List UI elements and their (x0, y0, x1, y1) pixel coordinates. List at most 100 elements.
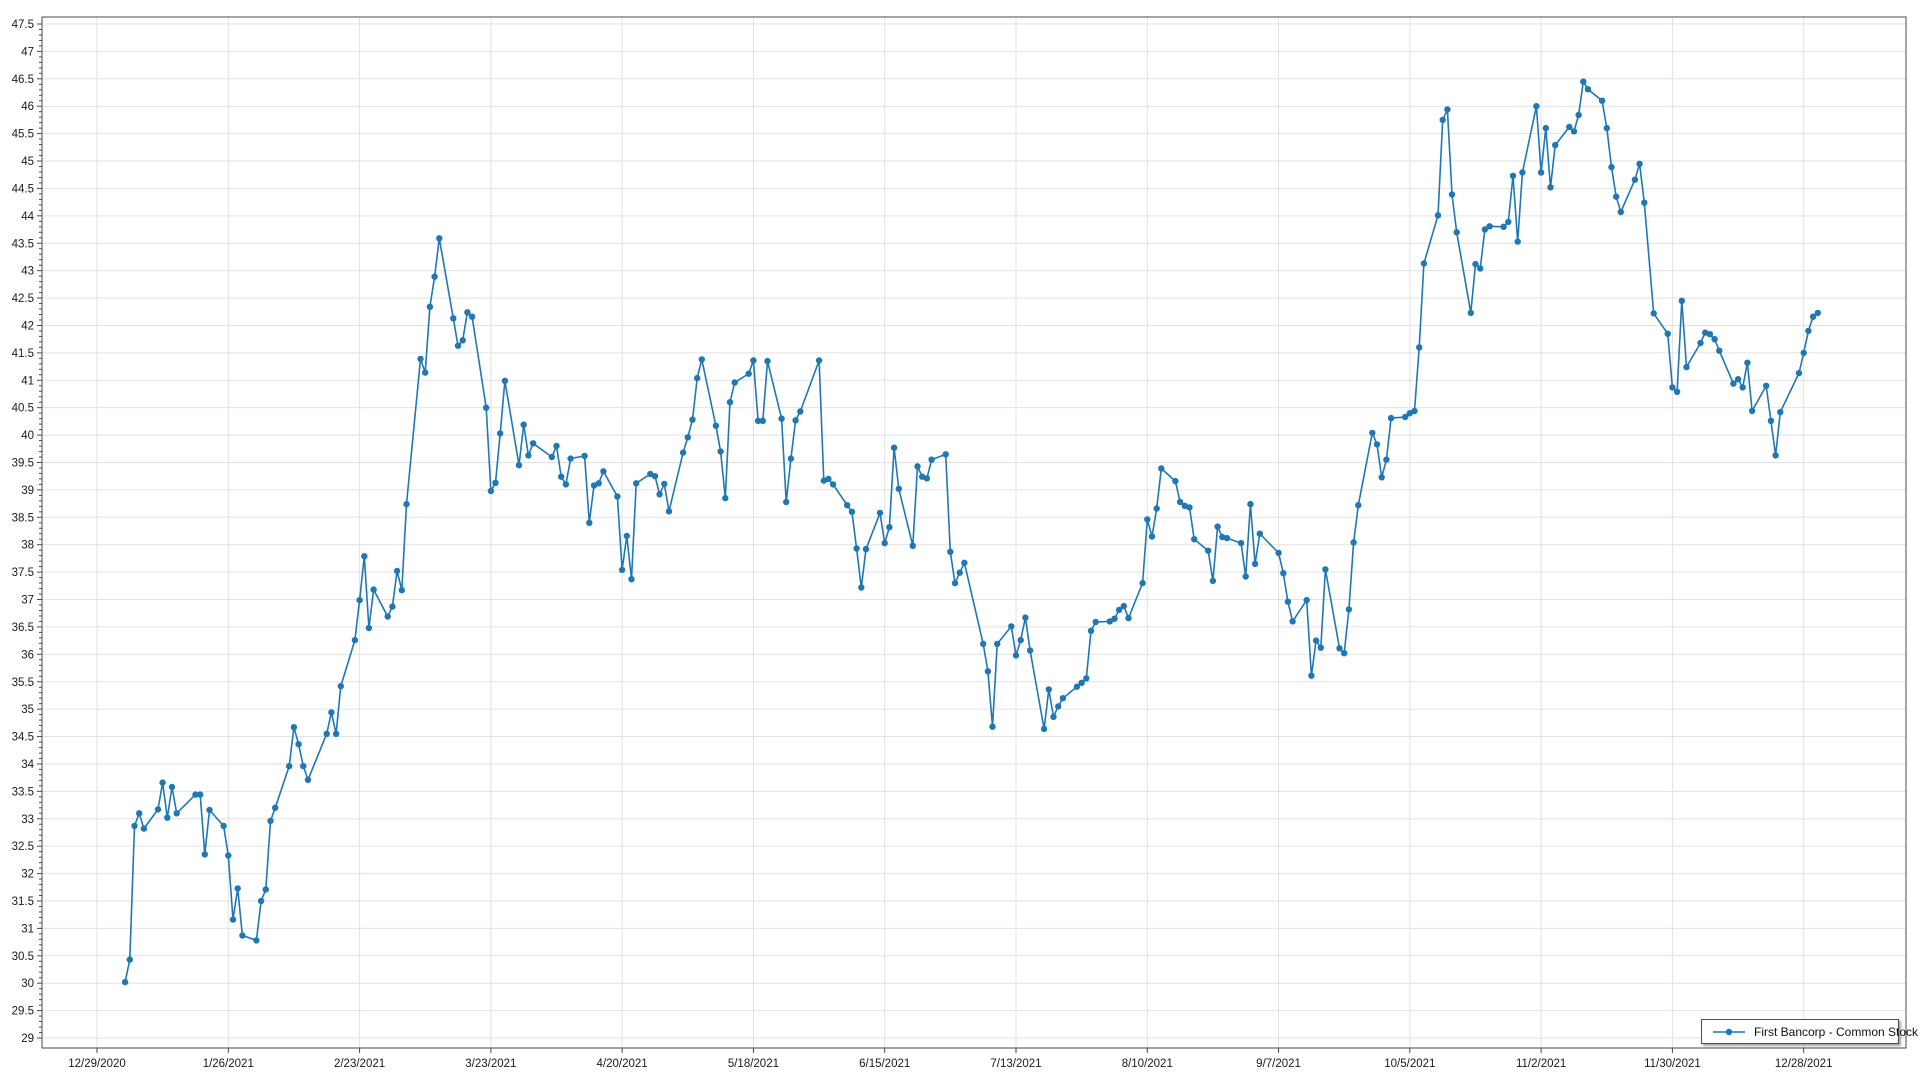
data-point[interactable] (332, 730, 340, 737)
data-point[interactable] (1763, 382, 1770, 389)
data-point[interactable] (126, 956, 133, 963)
data-point[interactable] (1570, 128, 1578, 135)
data-point[interactable] (881, 539, 888, 547)
data-point[interactable] (136, 810, 143, 817)
data-point[interactable] (1481, 226, 1489, 233)
data-point[interactable] (290, 724, 298, 731)
data-point[interactable] (797, 408, 804, 415)
data-point[interactable] (487, 487, 495, 495)
data-point[interactable] (1448, 191, 1456, 198)
data-point[interactable] (722, 494, 729, 502)
data-point[interactable] (1341, 650, 1348, 657)
data-point[interactable] (525, 452, 532, 459)
data-point[interactable] (492, 479, 499, 486)
data-point[interactable] (689, 416, 696, 423)
data-point[interactable] (1115, 606, 1123, 614)
data-point[interactable] (1012, 652, 1020, 659)
data-point[interactable] (1139, 579, 1146, 587)
data-point[interactable] (618, 566, 626, 574)
data-point[interactable] (633, 480, 640, 487)
data-point[interactable] (1505, 218, 1512, 226)
data-point[interactable] (389, 603, 396, 610)
data-point[interactable] (1336, 645, 1343, 652)
data-point[interactable] (698, 356, 705, 363)
data-point[interactable] (1242, 573, 1249, 580)
data-point[interactable] (1355, 502, 1362, 509)
data-point[interactable] (1584, 86, 1592, 93)
data-point[interactable] (558, 473, 565, 480)
data-point[interactable] (984, 668, 992, 675)
data-point[interactable] (220, 822, 227, 830)
data-point[interactable] (1059, 695, 1067, 702)
data-point[interactable] (651, 473, 659, 480)
data-point[interactable] (1158, 465, 1165, 472)
data-point[interactable] (1434, 212, 1442, 219)
data-point[interactable] (628, 576, 635, 583)
data-point[interactable] (192, 791, 199, 798)
data-point[interactable] (262, 886, 269, 893)
data-point[interactable] (665, 508, 673, 515)
data-point[interactable] (787, 455, 795, 462)
data-point[interactable] (792, 417, 799, 424)
data-point[interactable] (1045, 686, 1053, 693)
data-point[interactable] (1172, 477, 1179, 485)
data-point[interactable] (994, 640, 1001, 648)
data-point[interactable] (1617, 208, 1625, 216)
data-point[interactable] (1205, 547, 1212, 554)
data-point[interactable] (422, 369, 429, 376)
data-point[interactable] (1083, 675, 1090, 682)
data-point[interactable] (928, 456, 935, 463)
data-point[interactable] (1453, 229, 1460, 236)
data-point[interactable] (1322, 566, 1329, 573)
data-point[interactable] (1055, 703, 1062, 710)
data-point[interactable] (140, 825, 148, 832)
data-point[interactable] (1420, 260, 1428, 267)
data-point[interactable] (1777, 408, 1784, 416)
price-points[interactable] (121, 78, 1822, 986)
data-point[interactable] (726, 399, 734, 406)
data-point[interactable] (1087, 627, 1095, 634)
data-point[interactable] (1078, 679, 1085, 686)
data-point[interactable] (398, 587, 405, 594)
data-point[interactable] (586, 519, 593, 526)
data-point[interactable] (1814, 309, 1822, 317)
data-point[interactable] (459, 337, 466, 344)
data-point[interactable] (1125, 614, 1132, 622)
data-point[interactable] (1730, 380, 1737, 387)
data-point[interactable] (614, 493, 621, 500)
data-point[interactable] (1542, 124, 1550, 132)
data-point[interactable] (1209, 577, 1217, 585)
data-point[interactable] (365, 624, 373, 632)
data-point[interactable] (173, 810, 180, 817)
data-point[interactable] (1247, 500, 1254, 508)
data-point[interactable] (956, 569, 963, 576)
data-point[interactable] (1040, 725, 1048, 733)
data-point[interactable] (1509, 172, 1517, 179)
data-point[interactable] (717, 448, 724, 455)
data-point[interactable] (1664, 330, 1671, 337)
data-point[interactable] (947, 548, 954, 555)
data-point[interactable] (848, 508, 856, 515)
data-point[interactable] (431, 273, 438, 280)
data-point[interactable] (1111, 615, 1118, 622)
data-point[interactable] (942, 451, 949, 458)
data-point[interactable] (815, 357, 823, 364)
data-point[interactable] (239, 932, 246, 939)
data-point[interactable] (759, 417, 766, 424)
data-point[interactable] (1486, 223, 1493, 230)
data-point[interactable] (393, 567, 401, 575)
data-point[interactable] (1402, 413, 1409, 421)
data-point[interactable] (1050, 713, 1057, 720)
data-point[interactable] (562, 481, 570, 488)
data-point[interactable] (1345, 606, 1353, 613)
data-point[interactable] (1387, 414, 1395, 422)
data-point[interactable] (1631, 176, 1639, 183)
data-point[interactable] (1214, 523, 1221, 530)
data-point[interactable] (684, 434, 691, 441)
data-point[interactable] (229, 916, 237, 923)
data-point[interactable] (515, 462, 523, 469)
data-point[interactable] (1312, 637, 1320, 644)
data-point[interactable] (754, 417, 762, 424)
data-point[interactable] (1669, 384, 1676, 391)
